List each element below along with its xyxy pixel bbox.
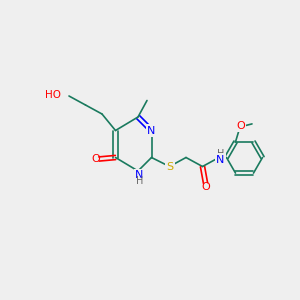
Text: S: S: [167, 162, 174, 172]
Text: N: N: [216, 154, 225, 165]
Text: H: H: [136, 176, 143, 187]
Text: O: O: [91, 154, 100, 164]
Text: H: H: [217, 149, 224, 159]
Text: N: N: [135, 170, 144, 181]
Text: N: N: [147, 125, 156, 136]
Text: O: O: [236, 121, 245, 131]
Text: HO: HO: [46, 89, 62, 100]
Text: O: O: [201, 182, 210, 193]
